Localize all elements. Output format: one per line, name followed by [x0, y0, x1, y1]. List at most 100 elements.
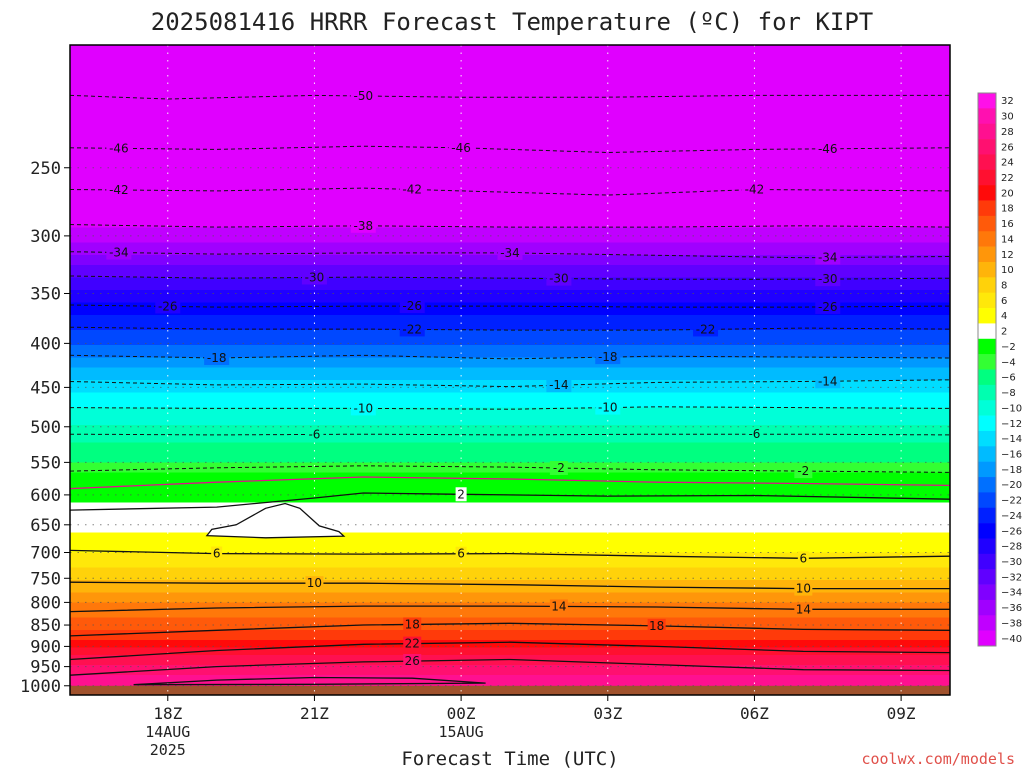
colorbar-label: 16: [1001, 219, 1014, 230]
contour-label: -42: [109, 183, 129, 197]
contour-label: -42: [745, 183, 765, 197]
contour-label-bg: [815, 141, 841, 156]
contour-label: -6: [748, 427, 760, 441]
contour-label: -46: [109, 141, 129, 155]
contour-label-bg: [155, 299, 181, 314]
colorbar-label: −6: [1001, 373, 1016, 384]
contour-label: -26: [158, 299, 178, 313]
colorbar-label: 18: [1001, 204, 1014, 215]
contour-label-bg: [741, 182, 767, 197]
y-tick-label: 750: [30, 569, 61, 589]
credit-text[interactable]: coolwx.com/models: [861, 750, 1015, 768]
colorbar-label: −4: [1001, 357, 1016, 368]
colorbar-label: −12: [1001, 419, 1022, 430]
y-tick-label: 400: [30, 334, 61, 354]
colorbar-label: 14: [1001, 234, 1014, 245]
colorbar-swatch: [978, 185, 996, 201]
colorbar-swatch: [978, 108, 996, 125]
y-tick-label: 850: [30, 616, 61, 636]
contour-label-bg: [106, 141, 132, 156]
contour-label-bg: [546, 378, 572, 393]
colorbar-label: −16: [1001, 449, 1022, 460]
contour-label-bg: [350, 401, 376, 416]
colorbar-swatch: [978, 584, 996, 601]
contour-label-bg: [794, 581, 813, 596]
contour-label-bg: [204, 351, 230, 366]
contour-label-bg: [301, 270, 327, 285]
y-tick-label: 450: [30, 378, 61, 398]
contour-label-bg: [794, 464, 813, 479]
contour-label-bg: [815, 272, 841, 287]
contour-label-bg: [549, 460, 568, 475]
x-tick-label: 06Z: [740, 704, 769, 723]
y-tick-label: 1000: [20, 677, 61, 697]
contour-label: -22: [402, 322, 422, 336]
contour-label: 6: [800, 551, 808, 565]
colorbar-swatch: [978, 461, 996, 478]
colorbar-label: 24: [1001, 158, 1014, 169]
contour-label: -18: [598, 350, 618, 364]
colorbar-label: −10: [1001, 403, 1022, 414]
x-tick-label: 18Z: [153, 704, 182, 723]
colorbar-swatch: [978, 369, 996, 386]
colorbar-swatch: [978, 630, 996, 647]
contour-label-bg: [549, 599, 568, 614]
contour-label-bg: [399, 322, 425, 337]
colorbar-label: 10: [1001, 265, 1014, 276]
contour-label: -10: [354, 401, 374, 415]
colorbar-swatch: [978, 277, 996, 293]
contour-label: -34: [109, 246, 129, 260]
colorbar-label: −34: [1001, 588, 1022, 599]
contour-label: 18: [649, 619, 664, 633]
contour-label: -10: [598, 401, 618, 415]
plot-frame: [69, 44, 951, 696]
colorbar-swatch: [978, 338, 996, 355]
contour-label-bg: [647, 618, 666, 633]
x-tick-label: 03Z: [593, 704, 622, 723]
contour-label-bg: [305, 427, 324, 442]
colorbar-swatch: [978, 538, 996, 555]
contour-label-bg: [455, 487, 467, 502]
x-tick-year: 2025: [150, 741, 186, 759]
contour-label: 22: [405, 637, 420, 651]
colorbar-label: 22: [1001, 173, 1014, 184]
colorbar-label: −38: [1001, 618, 1022, 629]
contour-label: -18: [207, 351, 227, 365]
contour-label-bg: [399, 182, 425, 197]
contour-label: -50: [354, 89, 374, 103]
closed-contour: [133, 676, 486, 686]
colorbar-legend: 32 30 28 26 24 22 20 18 16 14 12 10 8 6 4 2 −2 −4 −6 −8 −10 −…: [977, 92, 1022, 647]
colorbar-swatch: [978, 615, 996, 631]
y-tick-label: 350: [30, 284, 61, 304]
contour-label-bg: [106, 245, 132, 260]
contour-label-bg: [794, 602, 813, 617]
x-tick-label: 21Z: [300, 704, 329, 723]
colorbar-swatch: [978, 292, 996, 309]
colorbar-label: 28: [1001, 127, 1014, 138]
colorbar-label: 4: [1001, 311, 1007, 322]
colorbar-swatch: [978, 246, 996, 263]
x-tick-date: 15AUG: [439, 723, 484, 741]
y-tick-label: 800: [30, 593, 61, 613]
contour-label-bg: [403, 654, 422, 669]
colorbar-swatch: [978, 599, 996, 616]
colorbar-label: 32: [1001, 96, 1014, 107]
closed-contour: [205, 502, 346, 539]
contour-label: -42: [402, 183, 422, 197]
contour-label-bg: [815, 299, 841, 314]
y-tick-label: 650: [30, 516, 61, 536]
colorbar-swatch: [978, 415, 996, 432]
contour-label: 14: [796, 602, 811, 616]
colorbar-label: 20: [1001, 188, 1014, 199]
contour-label: -26: [402, 299, 422, 313]
colorbar-label: −40: [1001, 634, 1022, 645]
colorbar-swatch: [978, 430, 996, 447]
contour-label-bg: [815, 250, 841, 265]
colorbar-swatch: [978, 93, 996, 109]
colorbar-frame: [977, 92, 997, 647]
y-tick-label: 550: [30, 453, 61, 473]
colorbar-label: −14: [1001, 434, 1022, 445]
colorbar-label: −20: [1001, 480, 1022, 491]
colorbar-swatch: [978, 553, 996, 570]
contour-label-bg: [455, 546, 467, 561]
